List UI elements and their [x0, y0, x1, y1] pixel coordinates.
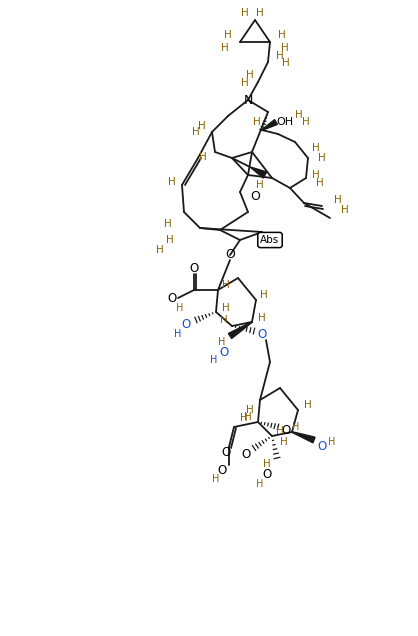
Text: H: H [341, 205, 349, 215]
Text: H: H [156, 245, 164, 255]
Text: H: H [312, 143, 320, 153]
Polygon shape [292, 432, 315, 443]
Text: H: H [166, 235, 174, 245]
Text: H: H [316, 178, 324, 188]
Text: H: H [263, 459, 271, 469]
Text: O: O [250, 191, 260, 204]
Text: O: O [167, 291, 177, 305]
Text: H: H [218, 337, 226, 347]
Text: H: H [224, 30, 232, 40]
Text: H: H [304, 400, 312, 410]
Text: O: O [181, 317, 191, 331]
Text: H: H [278, 30, 286, 40]
Polygon shape [228, 322, 252, 338]
Text: H: H [260, 290, 268, 300]
Text: H: H [256, 180, 264, 190]
Text: H: H [164, 219, 172, 229]
Text: H: H [318, 153, 326, 163]
Text: O: O [281, 424, 291, 436]
Text: H: H [222, 280, 230, 290]
Text: H: H [280, 437, 288, 447]
Text: H: H [302, 117, 310, 127]
Text: H: H [246, 405, 254, 415]
Text: H: H [334, 195, 342, 205]
Text: H: H [241, 78, 249, 88]
Text: H: H [256, 479, 264, 489]
Text: H: H [212, 474, 220, 484]
Text: H: H [276, 426, 284, 436]
Text: H: H [312, 170, 320, 180]
Text: H: H [295, 110, 303, 120]
Text: O: O [257, 328, 267, 340]
Text: O: O [241, 448, 251, 460]
Text: H: H [210, 355, 218, 365]
Text: N: N [243, 93, 253, 106]
Text: H: H [222, 303, 230, 313]
Text: H: H [292, 422, 300, 432]
Text: H: H [220, 315, 228, 325]
Text: H: H [168, 177, 176, 187]
Text: H: H [241, 8, 249, 18]
Text: H: H [199, 152, 207, 162]
Text: H: H [240, 413, 248, 423]
Polygon shape [252, 167, 267, 178]
Text: H: H [276, 51, 284, 61]
Text: O: O [263, 467, 272, 481]
Text: H: H [176, 303, 184, 313]
Text: H: H [246, 70, 254, 80]
Text: O: O [217, 464, 227, 478]
Text: O: O [189, 261, 199, 275]
Polygon shape [262, 120, 278, 130]
Text: Abs: Abs [260, 235, 280, 245]
Text: H: H [253, 117, 261, 127]
Text: O: O [317, 439, 326, 452]
Text: H: H [281, 43, 289, 53]
Text: O: O [219, 345, 229, 359]
Text: H: H [192, 127, 200, 137]
Text: O: O [222, 446, 231, 459]
Text: H: H [328, 437, 336, 447]
Text: H: H [258, 313, 266, 323]
Text: H: H [221, 43, 229, 53]
Text: H: H [256, 8, 264, 18]
Text: H: H [244, 412, 252, 422]
Text: H: H [198, 121, 206, 131]
Text: H: H [282, 58, 290, 68]
Text: OH: OH [276, 117, 293, 127]
Text: O: O [225, 249, 235, 261]
Text: H: H [174, 329, 182, 339]
